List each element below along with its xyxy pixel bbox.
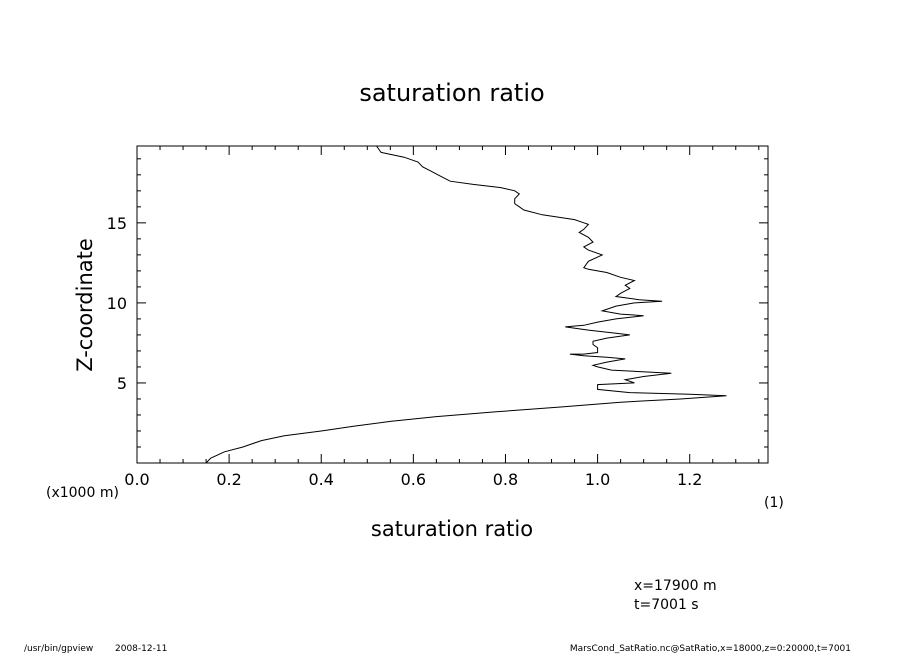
y-axis-unit: (x1000 m)	[46, 485, 119, 501]
x-tick-label: 0.2	[216, 470, 241, 489]
x-axis-label: saturation ratio	[371, 517, 533, 541]
axis-ticks	[136, 146, 768, 463]
y-tick-label: 5	[117, 374, 127, 393]
x-axis-unit: (1)	[764, 495, 784, 511]
footer-date: 2008-12-11	[115, 644, 167, 654]
plot-frame	[136, 145, 769, 464]
y-tick-labels: 5 10 15	[107, 214, 127, 393]
x-tick-label: 0.0	[124, 470, 149, 489]
y-tick-label: 15	[107, 214, 127, 233]
plot-area: 0.0 0.2 0.4 0.6 0.8 1.0 1.2 5 10 15	[107, 145, 769, 489]
x-tick-label: 1.0	[585, 470, 610, 489]
x-tick-label: 1.2	[677, 470, 702, 489]
chart-title: saturation ratio	[359, 79, 544, 107]
footer-program: /usr/bin/gpview	[24, 644, 93, 654]
y-axis-label: Z-coordinate	[73, 238, 97, 372]
series-line	[205, 145, 727, 464]
footer-source: MarsCond_SatRatio.nc@SatRatio,x=18000,z=…	[570, 644, 851, 654]
x-tick-label: 0.6	[401, 470, 426, 489]
x-tick-label: 0.4	[309, 470, 334, 489]
position-annotation: x=17900 m	[634, 578, 717, 594]
x-tick-labels: 0.0 0.2 0.4 0.6 0.8 1.0 1.2	[124, 470, 702, 489]
x-tick-label: 0.8	[493, 470, 518, 489]
y-tick-label: 10	[107, 294, 127, 313]
time-annotation: t=7001 s	[634, 597, 699, 613]
